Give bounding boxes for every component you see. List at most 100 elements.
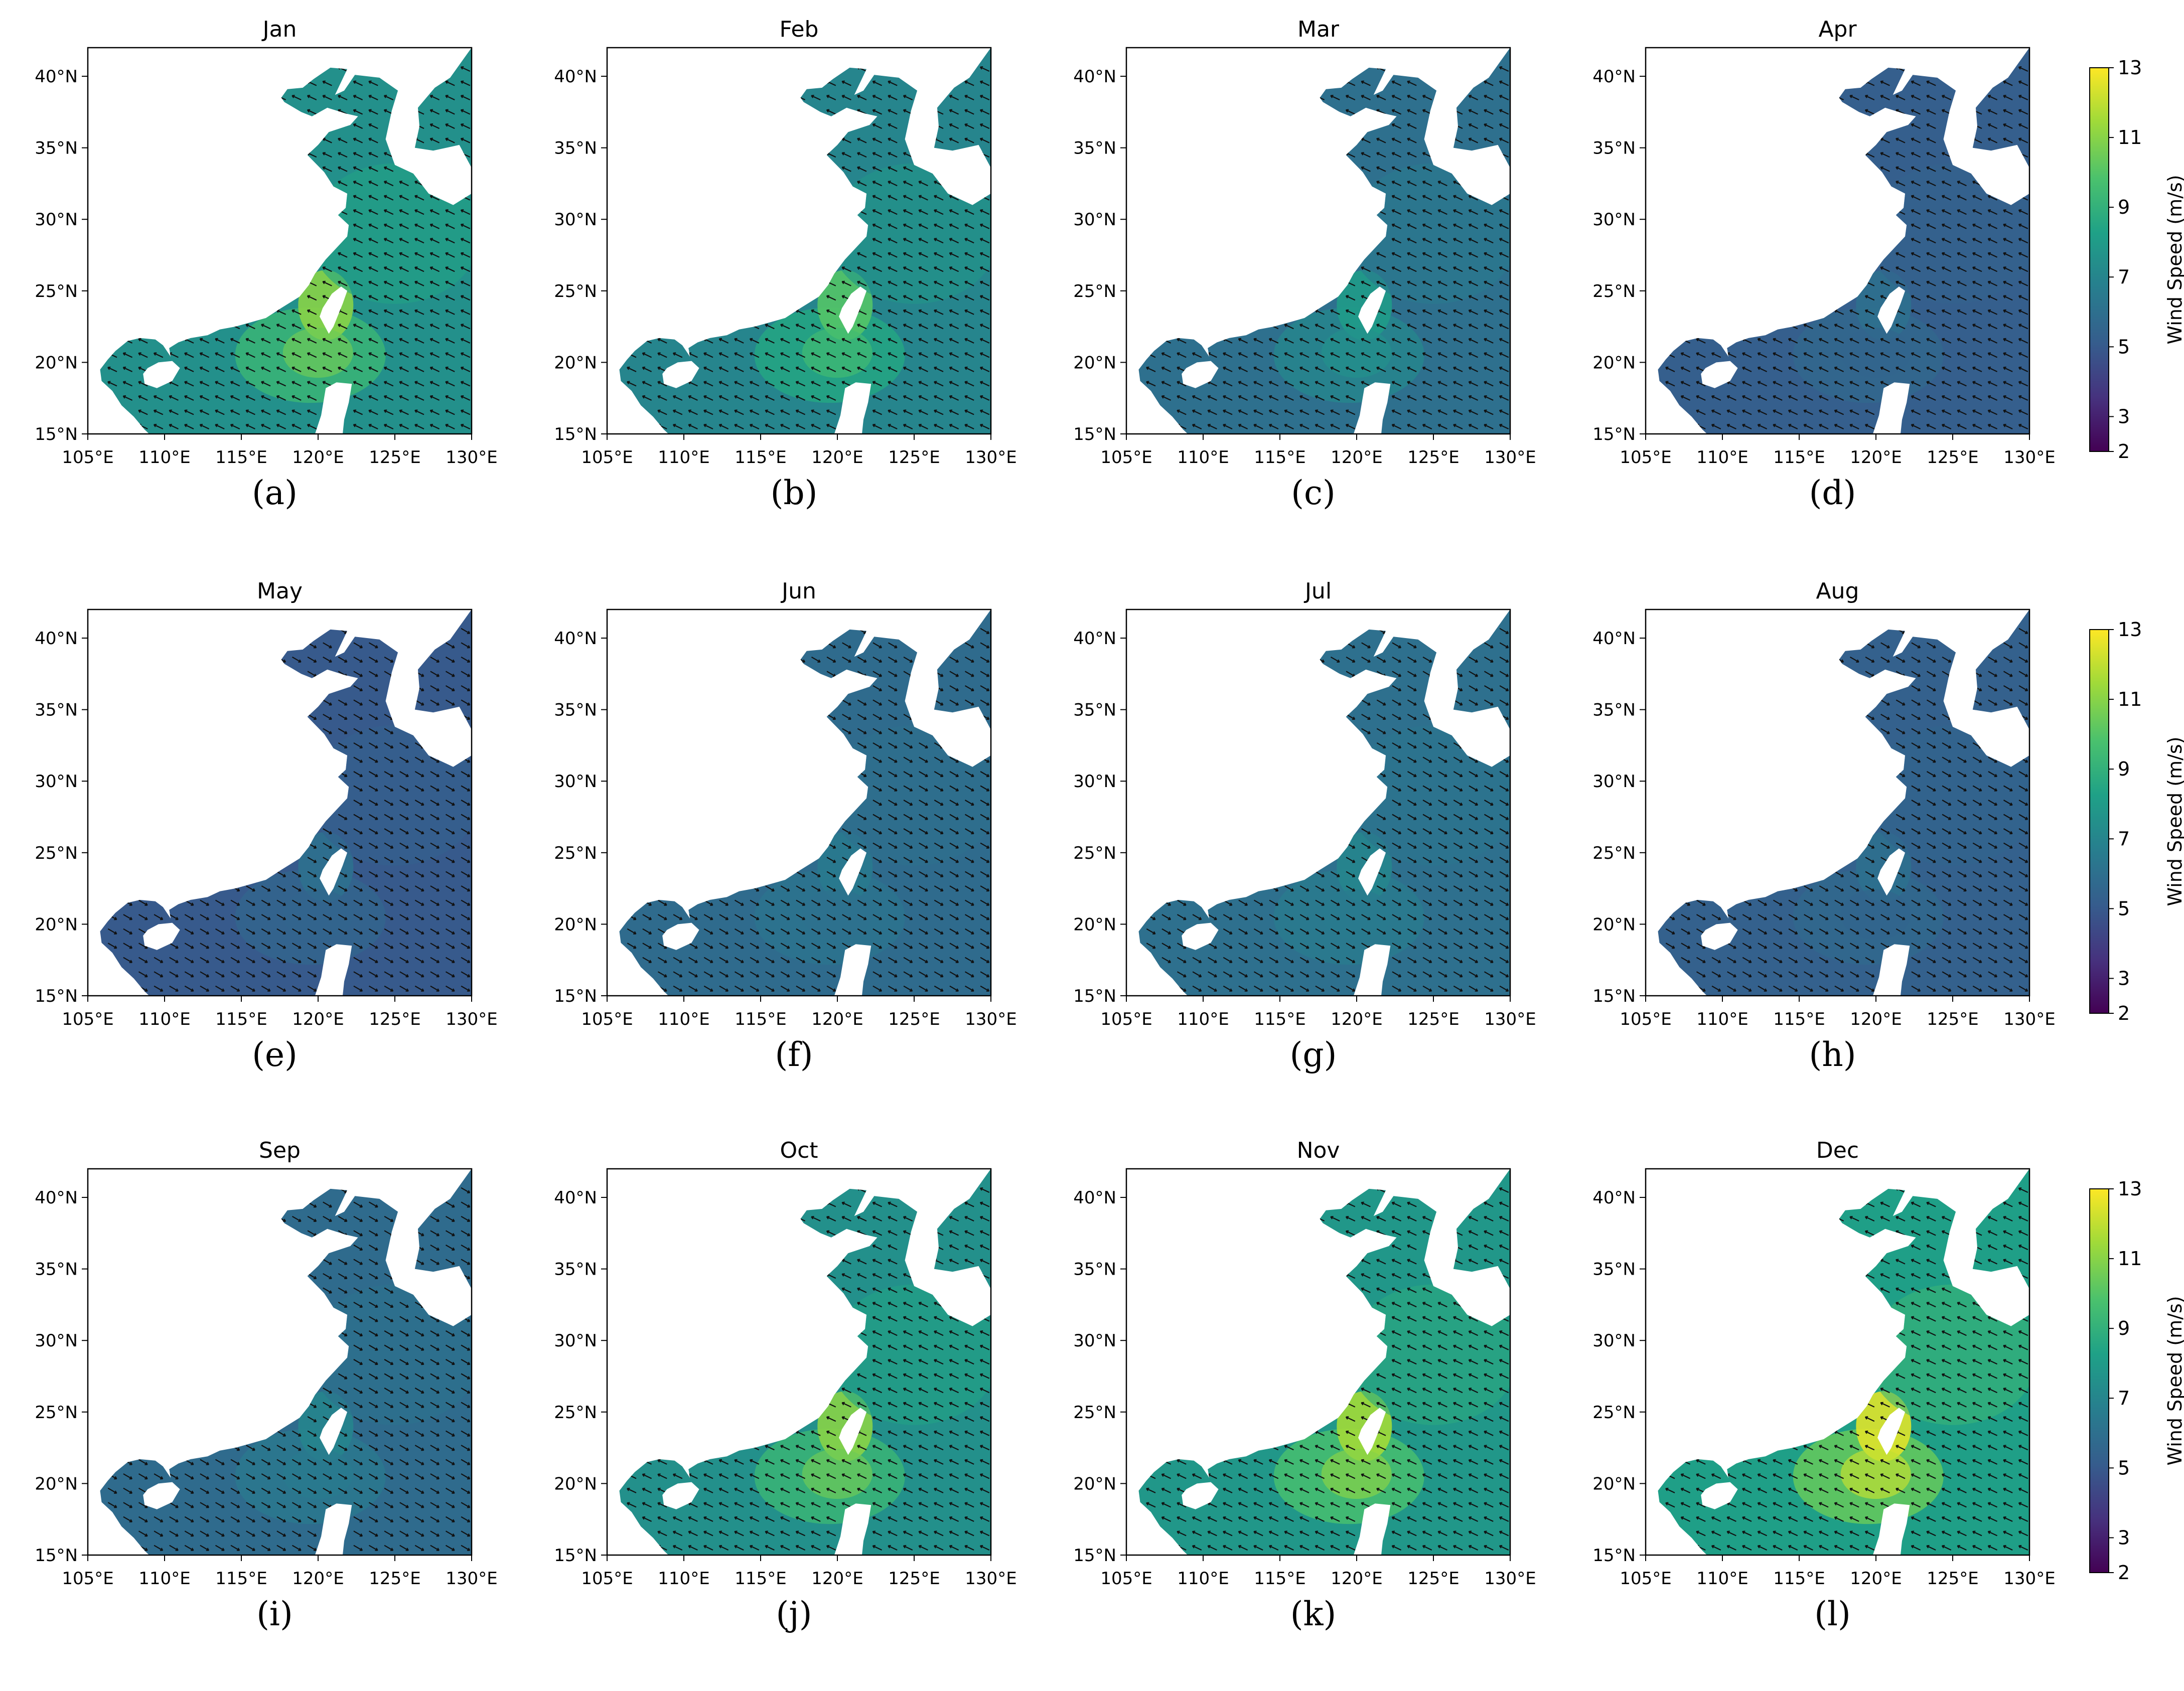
wind-arrow-head <box>1391 166 1395 170</box>
wind-arrow-head <box>1306 960 1309 963</box>
wind-arrow <box>353 81 363 86</box>
wind-arrow <box>215 395 225 401</box>
wind-arrow <box>1926 109 1936 115</box>
wind-arrow <box>368 656 378 663</box>
wind-arrow <box>1742 985 1752 992</box>
wind-arrow <box>841 95 851 100</box>
wind-arrow-head <box>1917 988 1921 992</box>
wind-arrow <box>184 943 194 949</box>
wind-arrow-head <box>802 945 806 949</box>
wind-arrow-head <box>1168 902 1172 906</box>
wind-arrow-head <box>1183 974 1187 978</box>
wind-arrow <box>1469 971 1478 978</box>
wind-arrow-head <box>1275 916 1279 920</box>
wind-arrow-head <box>903 209 907 213</box>
wind-arrow-head <box>1337 988 1340 992</box>
wind-arrow-head <box>1413 988 1417 992</box>
x-tick-label: 125°E <box>1407 1009 1459 1029</box>
wind-arrow <box>461 943 470 949</box>
wind-arrow <box>154 914 163 920</box>
wind-arrow-head <box>414 266 418 270</box>
wind-arrow <box>399 814 409 820</box>
wind-arrow-head <box>1468 137 1472 141</box>
wind-arrow-head <box>276 381 280 385</box>
wind-arrow-head <box>971 974 974 978</box>
wind-arrow <box>1773 367 1783 372</box>
wind-arrow-head <box>460 137 464 141</box>
wind-arrow-head <box>964 295 968 298</box>
wind-arrow <box>949 252 959 258</box>
wind-arrow <box>368 352 378 358</box>
wind-arrow-head <box>1972 266 1976 270</box>
wind-arrow <box>934 266 944 272</box>
wind-arrow <box>1437 424 1447 429</box>
wind-arrow <box>888 81 898 86</box>
wind-arrow <box>964 410 974 415</box>
wind-arrow-head <box>1428 945 1432 949</box>
wind-arrow <box>2003 252 2013 258</box>
wind-arrow-head <box>1398 974 1402 978</box>
wind-arrow-head <box>390 659 394 663</box>
wind-arrow-head <box>979 381 983 385</box>
wind-arrow-head <box>421 674 424 677</box>
wind-arrow-head <box>1490 888 1494 892</box>
wind-arrow-head <box>894 845 898 849</box>
wind-arrow-head <box>1391 252 1395 256</box>
wind-arrow <box>1896 842 1906 849</box>
wind-arrow <box>872 195 883 201</box>
wind-arrow-head <box>1773 352 1776 356</box>
wind-arrow <box>1988 338 1998 344</box>
wind-arrow-head <box>1407 166 1410 170</box>
wind-arrow <box>888 914 898 920</box>
wind-arrow <box>169 971 179 978</box>
wind-arrow <box>1788 352 1798 358</box>
wind-arrow-head <box>1391 223 1395 227</box>
wind-arrow <box>673 971 682 978</box>
wind-arrow-head <box>1315 324 1319 328</box>
wind-arrow-head <box>979 123 983 127</box>
wind-arrow <box>734 395 744 401</box>
wind-arrow <box>734 971 744 978</box>
wind-arrow <box>445 685 455 691</box>
wind-arrow-head <box>322 152 326 156</box>
wind-arrow-head <box>1871 659 1875 663</box>
wind-arrow <box>796 395 806 401</box>
wind-arrow <box>642 928 652 935</box>
wind-arrow <box>872 914 882 920</box>
wind-arrow <box>353 699 363 706</box>
wind-arrow <box>1438 957 1447 963</box>
wind-arrow-head <box>1161 366 1165 370</box>
wind-arrow <box>1192 914 1202 920</box>
wind-arrow <box>980 842 989 849</box>
wind-arrow-head <box>2003 309 2006 313</box>
wind-arrow-head <box>894 960 898 963</box>
wind-arrow <box>1865 899 1874 906</box>
wind-arrow-head <box>2018 238 2022 241</box>
wind-arrow-head <box>414 195 418 199</box>
wind-arrow-head <box>353 223 357 227</box>
x-tick-label: 105°E <box>1100 447 1152 468</box>
wind-arrow <box>353 224 363 229</box>
wind-arrow <box>1758 985 1767 992</box>
wind-arrow <box>461 928 470 935</box>
wind-arrow <box>1865 152 1875 158</box>
wind-arrow <box>1880 642 1890 649</box>
wind-arrow-head <box>894 688 898 691</box>
wind-arrow <box>688 381 698 387</box>
wind-arrow <box>964 109 974 115</box>
wind-arrow-head <box>1871 874 1875 877</box>
wind-arrow-head <box>199 423 203 427</box>
wind-arrow-head <box>1926 409 1930 413</box>
wind-arrow <box>1253 914 1263 920</box>
wind-arrow-head <box>802 874 806 877</box>
wind-arrow <box>796 367 806 372</box>
wind-arrow <box>811 943 821 949</box>
wind-arrow <box>1896 338 1906 344</box>
wind-arrow <box>1376 367 1386 372</box>
wind-arrow-head <box>252 974 255 978</box>
wind-arrow-head <box>1840 659 1844 663</box>
wind-arrow <box>1284 885 1294 892</box>
wind-arrow-head <box>872 137 876 141</box>
wind-arrow-head <box>1352 659 1356 663</box>
wind-arrow <box>200 971 209 978</box>
